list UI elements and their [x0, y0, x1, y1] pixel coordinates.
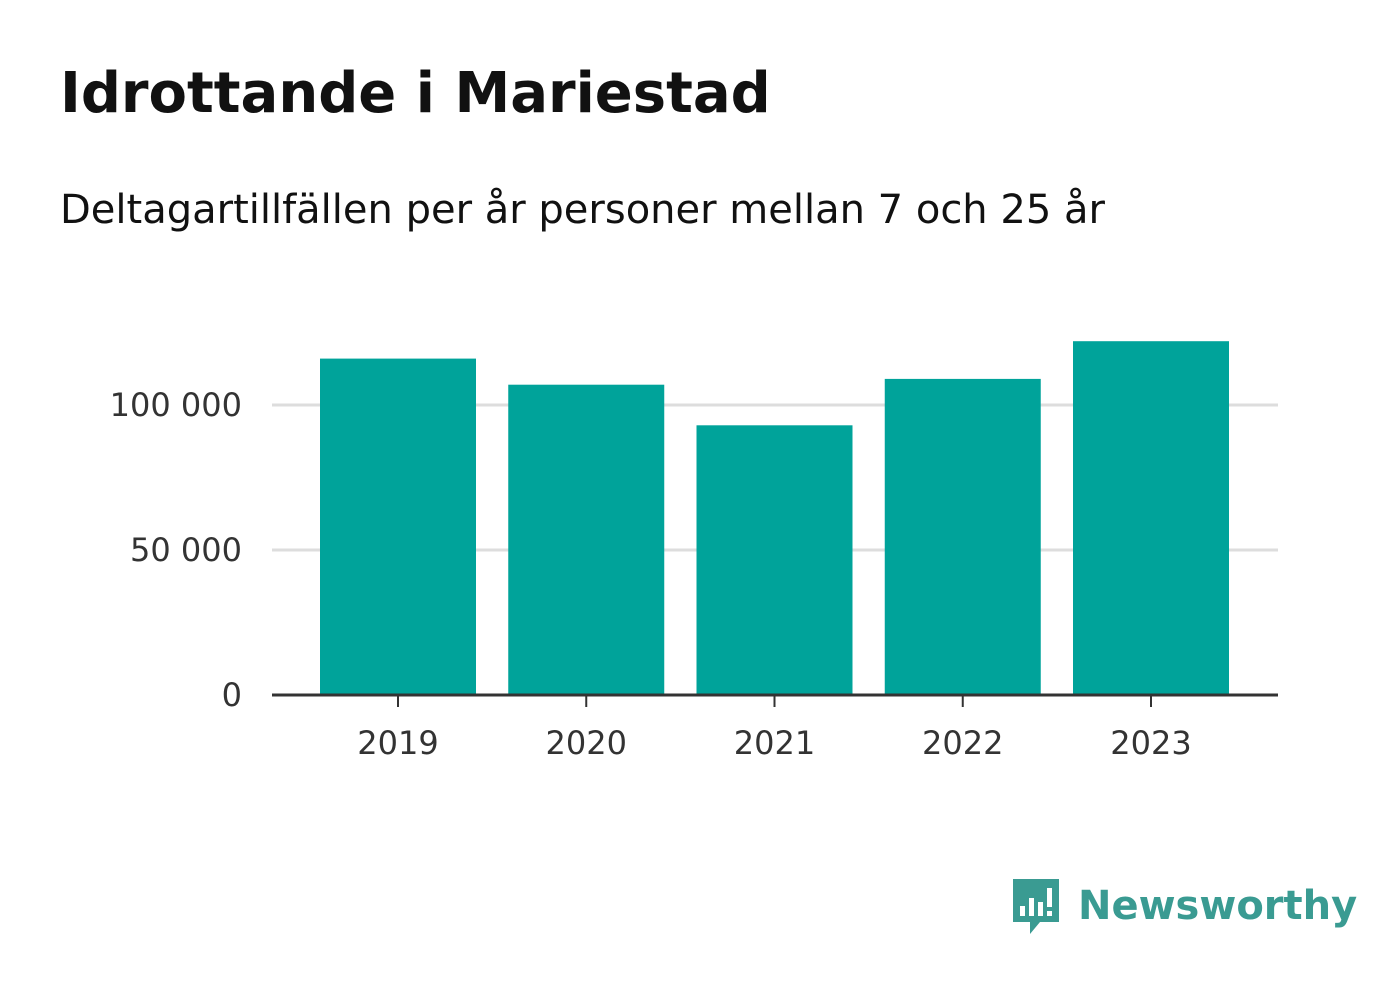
brand-logo: Newsworthy [1010, 876, 1357, 936]
y-tick-label: 50 000 [130, 531, 242, 569]
bar-2019 [320, 358, 476, 695]
y-tick-label: 0 [222, 676, 242, 714]
chart-subtitle: Deltagartillfällen per år personer mella… [60, 187, 1105, 233]
bar-2021 [696, 425, 853, 695]
x-tick-label: 2021 [734, 724, 815, 762]
x-tick-label: 2020 [546, 724, 627, 762]
chart-title: Idrottande i Mariestad [60, 61, 771, 126]
bars [320, 341, 1229, 695]
newsworthy-logo-icon [1013, 879, 1059, 934]
x-tick-label: 2019 [357, 724, 438, 762]
y-tick-label: 100 000 [110, 386, 242, 424]
x-tick-label: 2022 [922, 724, 1003, 762]
bar-2020 [508, 384, 665, 695]
x-tick-label: 2023 [1110, 724, 1191, 762]
bar-2022 [884, 378, 1041, 695]
y-axis: 0 50 000 100 000 [110, 386, 242, 714]
x-axis: 2019 2020 2021 2022 2023 [272, 693, 1278, 762]
bar-2023 [1073, 341, 1229, 695]
brand-name: Newsworthy [1078, 883, 1358, 929]
